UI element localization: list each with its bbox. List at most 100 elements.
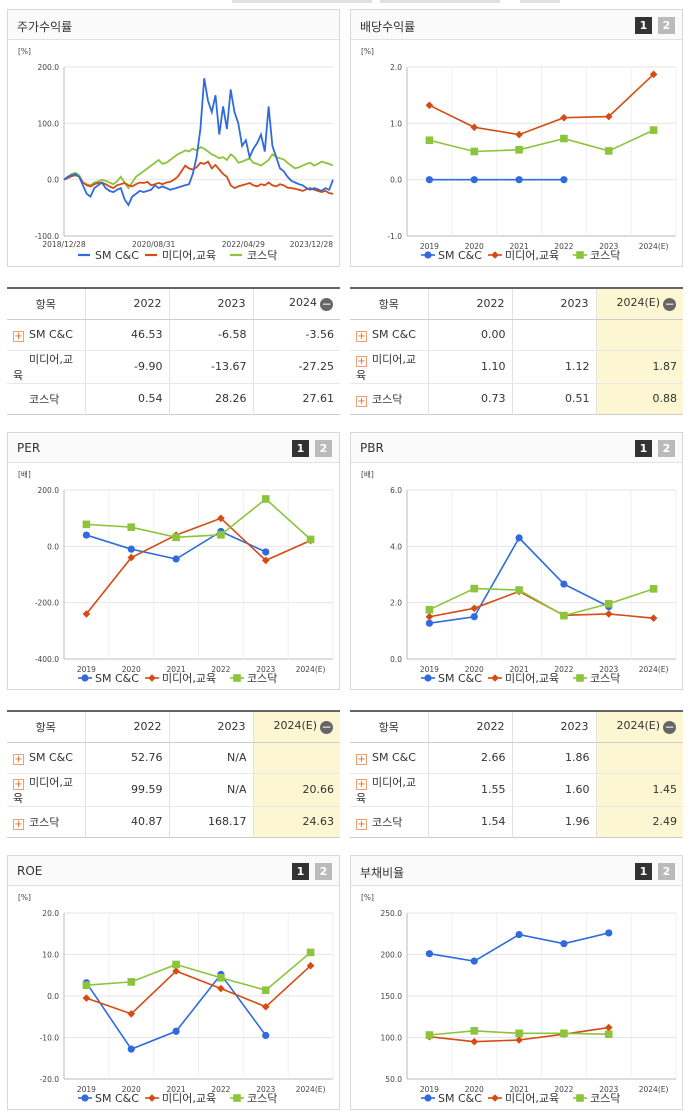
row-label[interactable]: + SM C&C: [7, 742, 85, 774]
page-2-button[interactable]: 2: [658, 863, 675, 880]
series-line: [63, 160, 334, 195]
x-tick-label: 2022: [211, 665, 230, 674]
x-tick-label: 2024(E): [639, 665, 669, 674]
dividend-yield-chart: [%] 2.0 1.0 0.0 -1.0 2019 2020 2021 2022 2023 2024…: [361, 47, 677, 262]
data-point: [604, 147, 613, 155]
table-cell: [511, 319, 596, 351]
legend-label: 코스닥: [590, 249, 620, 262]
y-tick-label: 1.0: [390, 119, 402, 128]
expand-plus-icon[interactable]: +: [356, 753, 367, 765]
page-1-button[interactable]: 1: [292, 863, 309, 880]
page-1-button[interactable]: 1: [292, 440, 309, 457]
x-tick-label: 2018/12/28: [42, 240, 85, 249]
collapse-minus-icon[interactable]: −: [320, 720, 333, 735]
page-2-button[interactable]: 2: [315, 863, 332, 880]
page-1-button[interactable]: 1: [635, 863, 652, 880]
data-point: [82, 531, 91, 539]
data-point: [515, 534, 523, 542]
row-label[interactable]: + 미디어,교육: [350, 773, 428, 807]
legend-label: SM C&C: [95, 672, 139, 685]
x-tick-label: 2023/12/28: [290, 240, 333, 249]
row-label[interactable]: + SM C&C: [7, 319, 85, 351]
x-tick-label: 2021: [510, 665, 529, 674]
expand-plus-icon[interactable]: +: [356, 355, 367, 367]
expand-plus-icon[interactable]: +: [13, 818, 24, 830]
row-label[interactable]: + SM C&C: [350, 742, 428, 774]
data-point: [425, 619, 434, 627]
row-label[interactable]: + 코스닥: [13, 815, 60, 830]
column-header: 2022: [427, 711, 512, 743]
legend-label: SM C&C: [95, 1092, 139, 1105]
data-point: [515, 1036, 523, 1044]
data-point: [425, 950, 434, 958]
page-2-button[interactable]: 2: [658, 440, 675, 457]
column-header: 2023: [168, 711, 253, 743]
page-1-button[interactable]: 1: [635, 440, 652, 457]
legend-label: 미디어,교육: [505, 249, 559, 262]
y-tick-label: 200.0: [38, 63, 60, 72]
row-label[interactable]: + SM C&C: [350, 319, 428, 351]
column-header: 2023: [168, 288, 253, 320]
table-cell: N/A: [168, 742, 253, 774]
row-label: 미디어,교육: [7, 350, 85, 384]
series-line: [63, 78, 334, 207]
data-point: [515, 1029, 523, 1038]
y-tick-label: 6.0: [390, 486, 402, 495]
data-point: [425, 136, 434, 145]
row-label[interactable]: + 코스닥: [356, 392, 403, 407]
row-label[interactable]: + 미디어,교육: [350, 350, 428, 384]
legend-marker: [576, 674, 584, 682]
page-1-button[interactable]: 1: [635, 17, 652, 34]
collapse-minus-icon[interactable]: −: [663, 297, 676, 312]
expand-plus-icon[interactable]: +: [356, 395, 367, 407]
page-2-button[interactable]: 2: [658, 17, 675, 34]
collapse-minus-icon[interactable]: −: [320, 297, 333, 312]
expand-plus-icon[interactable]: +: [13, 778, 24, 790]
x-tick-label: 2021: [167, 1085, 186, 1094]
x-tick-label: 2022: [554, 665, 573, 674]
x-tick-label: 2019: [420, 665, 439, 674]
expand-plus-icon[interactable]: +: [356, 818, 367, 830]
legend-marker: [148, 1094, 156, 1102]
row-label: 코스닥: [29, 392, 60, 406]
table-cell: 2.66: [427, 742, 512, 774]
table-cell: 1.87: [595, 350, 683, 384]
data-point: [172, 967, 180, 975]
data-point: [515, 586, 523, 594]
expand-plus-icon[interactable]: +: [13, 753, 24, 765]
expand-plus-icon[interactable]: +: [356, 778, 367, 790]
data-point: [560, 1029, 568, 1038]
expand-plus-icon[interactable]: +: [13, 330, 24, 342]
legend-label: 코스닥: [247, 1092, 277, 1105]
table-cell: [252, 742, 340, 774]
legend-label: 미디어,교육: [162, 1092, 216, 1105]
table-cell: 99.59: [84, 773, 169, 807]
data-point: [217, 973, 225, 982]
table-cell: -13.67: [168, 350, 253, 384]
y-tick-label: 0.0: [47, 542, 59, 551]
collapse-minus-icon[interactable]: −: [663, 720, 676, 735]
row-label[interactable]: + 미디어,교육: [7, 773, 85, 807]
expand-plus-icon[interactable]: +: [356, 330, 367, 342]
per-table: 항목 2022 2023 2024(E) − + SM C&C 52.76 N/A + 미디어,교육…: [7, 710, 340, 838]
table-cell: 20.66: [252, 773, 340, 807]
x-tick-label: 2020/08/31: [132, 240, 175, 249]
legend-marker: [81, 674, 89, 682]
table-cell: 1.55: [427, 773, 512, 807]
table-cell: 1.45: [595, 773, 683, 807]
y-tick-label: 200.0: [38, 486, 60, 495]
data-point: [217, 531, 225, 539]
page-2-button[interactable]: 2: [315, 440, 332, 457]
row-label[interactable]: + 코스닥: [356, 815, 403, 830]
x-tick-label: 2022: [554, 1085, 573, 1094]
unit-label: [%]: [361, 893, 374, 902]
data-point: [515, 930, 523, 939]
x-tick-label: 2020: [465, 665, 484, 674]
pbr-table: 항목 2022 2023 2024(E) − + SM C&C 2.66 1.86 + 미디어,교육…: [350, 710, 683, 838]
legend-label: 미디어,교육: [505, 672, 559, 685]
unit-label: [배]: [18, 470, 31, 479]
x-tick-label: 2020: [122, 1085, 141, 1094]
y-tick-label: -200.0: [35, 599, 59, 608]
